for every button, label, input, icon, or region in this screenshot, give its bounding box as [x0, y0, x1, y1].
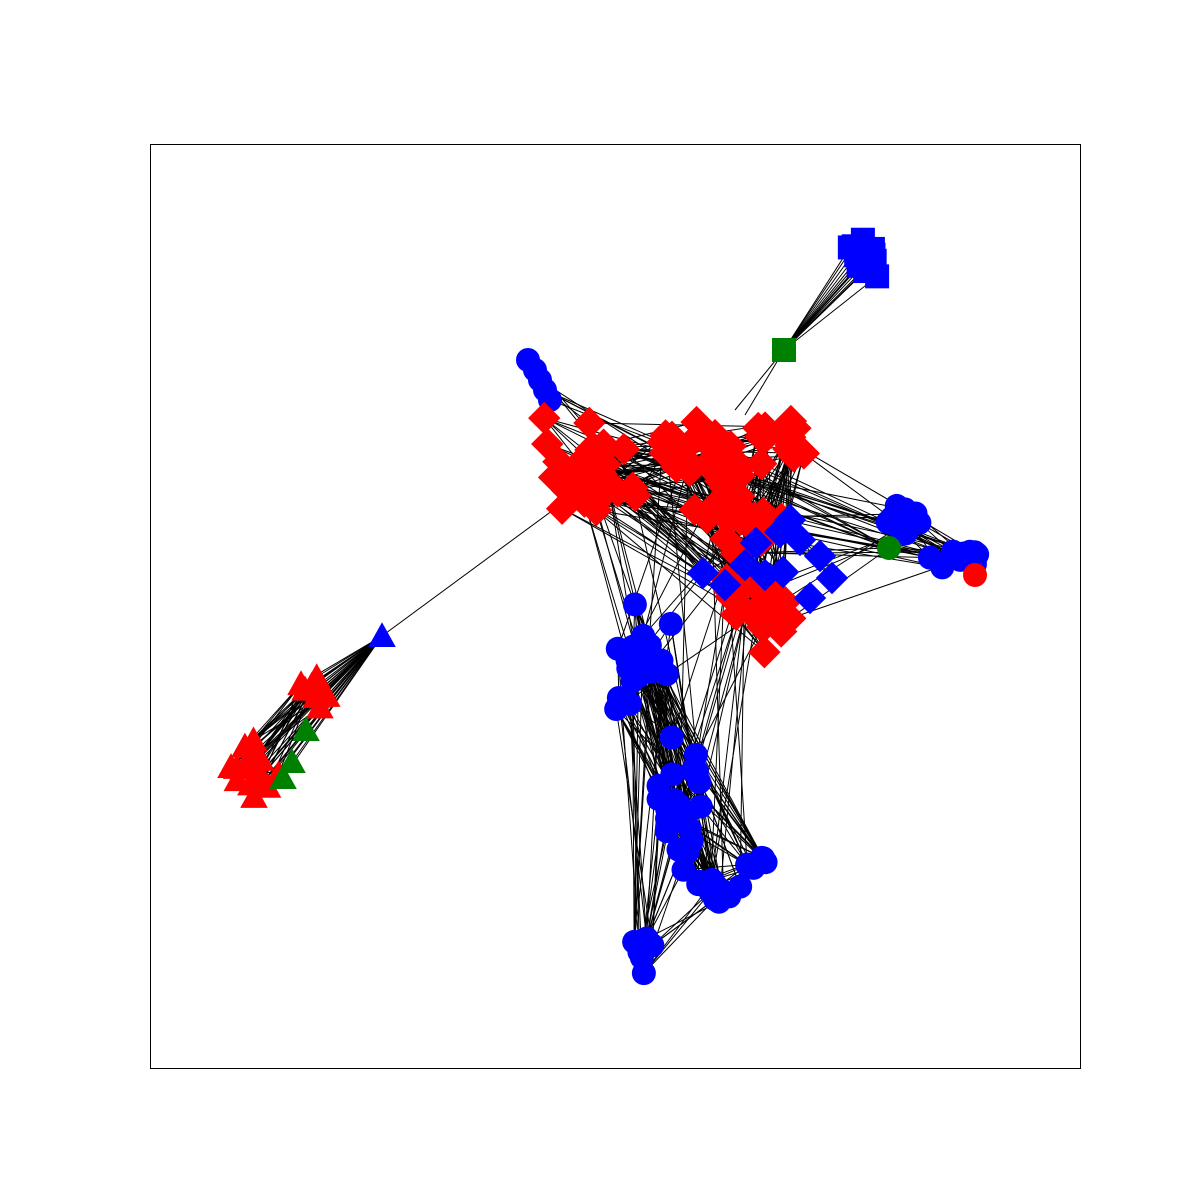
red-diamond-cluster-node	[699, 488, 732, 522]
blue-diamond-nodes-node	[803, 539, 837, 573]
blue-circle-south-node	[631, 623, 656, 648]
graph-edge	[652, 891, 711, 946]
graph-edge	[783, 246, 855, 351]
node-layer	[217, 227, 990, 986]
blue-circle-south-node	[684, 759, 709, 784]
red-diamond-cluster-node	[680, 405, 713, 439]
plot-frame	[150, 144, 1081, 1069]
red-triangle-cluster-node	[298, 671, 327, 697]
red-diamond-cluster-node	[601, 475, 634, 508]
graph-edge	[381, 504, 561, 637]
red-triangle-cluster-node	[239, 733, 267, 759]
blue-triangle-hub-node	[368, 622, 396, 648]
blue-circle-south-node	[659, 725, 684, 750]
graph-edge	[643, 898, 716, 974]
red-triangle-cluster-node	[222, 754, 251, 779]
graph-edge	[629, 703, 660, 787]
green-triangle-nodes-node	[292, 716, 320, 742]
red-diamond-cluster-node	[774, 404, 808, 438]
red-diamond-cluster-node	[563, 446, 596, 480]
red-diamond-cluster-node	[655, 420, 689, 454]
red-diamond-cluster-node	[748, 635, 781, 669]
blue-circle-south-node	[638, 659, 663, 684]
blue-circle-south-node	[640, 933, 665, 958]
graph-edge	[783, 275, 878, 351]
red-diamond-cluster-node	[528, 401, 561, 435]
green-circle-east-node	[877, 536, 901, 560]
red-diamond-cluster-node	[573, 406, 606, 440]
red-triangle-cluster-node	[240, 782, 268, 808]
blue-diamond-nodes-node	[793, 581, 827, 615]
graph-edge	[282, 635, 383, 779]
red-diamond-cluster-node	[774, 602, 807, 635]
blue-circle-south-node	[735, 853, 760, 878]
graph-edge	[678, 463, 689, 816]
graph-edge	[665, 435, 700, 783]
red-diamond-cluster-node	[763, 580, 797, 613]
blue-circle-east-node	[907, 510, 932, 535]
red-diamond-cluster-node	[772, 433, 805, 466]
blue-circle-south-node	[658, 611, 683, 636]
red-diamond-cluster-node	[678, 493, 711, 526]
red-diamond-cluster-node	[712, 431, 745, 464]
graph-edge	[647, 442, 664, 653]
red-diamond-cluster-node	[719, 537, 752, 570]
red-diamond-cluster-node	[576, 431, 610, 464]
blue-circle-south-node	[646, 787, 671, 812]
graph-edge	[803, 453, 892, 519]
blue-circle-south-node	[666, 837, 691, 862]
red-diamond-cluster-node	[665, 443, 698, 477]
graph-edge	[727, 473, 890, 549]
blue-circle-east-node	[884, 493, 909, 518]
green-triangle-nodes-node	[269, 764, 297, 790]
graph-edge	[632, 681, 635, 942]
graph-edge	[632, 487, 700, 783]
graph-edge	[615, 708, 653, 946]
graph-edge	[700, 806, 748, 865]
red-diamond-cluster-node	[723, 479, 756, 513]
blue-circle-south-node	[704, 873, 729, 898]
blue-diamond-nodes-node	[708, 568, 742, 602]
graph-edge	[643, 891, 711, 974]
red-diamond-cluster-node	[531, 427, 564, 461]
blue-circle-east-node	[951, 541, 976, 566]
graph-edge	[783, 255, 857, 351]
red-diamond-cluster-node	[673, 454, 706, 488]
red-diamond-cluster-node	[545, 492, 579, 525]
red-diamond-cluster-node	[729, 504, 762, 537]
blue-circle-south-node	[655, 806, 680, 831]
graph-edge	[633, 658, 651, 942]
blue-diamond-nodes-node	[739, 526, 773, 560]
red-diamond-cluster-node	[693, 428, 726, 462]
red-triangle-cluster-node	[246, 745, 275, 771]
blue-diamond-nodes-node	[763, 515, 797, 549]
blue-circle-south-node	[622, 592, 647, 617]
red-diamond-cluster-node	[723, 459, 756, 492]
green-square-hub-node	[772, 338, 796, 362]
blue-circle-south-node	[606, 685, 631, 710]
blue-circle-south-node	[688, 794, 713, 819]
blue-circle-south-node	[605, 636, 630, 661]
blue-diamond-nodes-node	[815, 561, 849, 595]
green-triangle-nodes-node	[278, 748, 306, 774]
red-diamond-cluster-node	[745, 447, 778, 480]
graph-edge	[595, 510, 640, 651]
blue-square-cluster-node	[850, 250, 875, 275]
red-diamond-cluster-node	[537, 461, 571, 494]
red-diamond-cluster-node	[712, 503, 745, 537]
blue-diamond-nodes-node	[748, 558, 782, 592]
blue-diamond-nodes-node	[686, 556, 720, 590]
red-diamond-cluster-node	[719, 598, 753, 631]
graph-edge	[728, 591, 748, 865]
red-circle-east-node	[963, 563, 987, 587]
red-diamond-cluster-node	[744, 420, 777, 453]
red-diamond-cluster-node	[740, 571, 774, 604]
graph-edge	[642, 463, 689, 637]
